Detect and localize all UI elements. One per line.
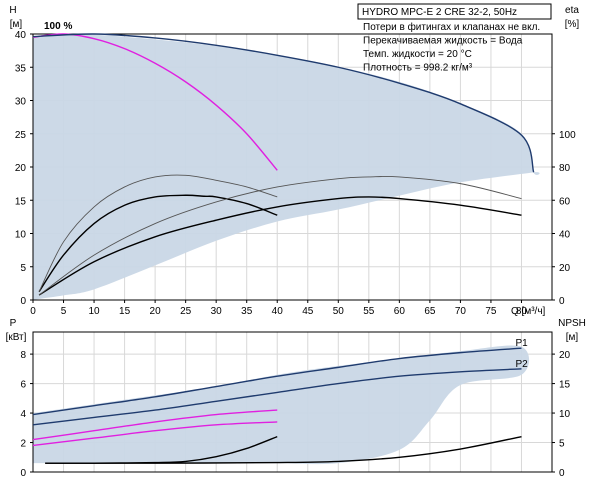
x-tick-label: 75 xyxy=(485,306,497,317)
y-left-tick-label: 30 xyxy=(15,97,27,108)
x-tick-label: 15 xyxy=(119,306,131,317)
x-tick-label: 45 xyxy=(302,306,314,317)
series-line-4 xyxy=(32,421,278,447)
x-tick-label: 55 xyxy=(363,306,375,317)
y-right-axis-name: eta xyxy=(565,5,579,16)
y-right-tick-label: 60 xyxy=(559,196,571,207)
y-left-tick-label: 15 xyxy=(15,196,27,207)
series-line-2 xyxy=(32,33,535,173)
y-left-tick-label: 40 xyxy=(15,30,27,41)
y-right-tick-label: 40 xyxy=(559,230,571,241)
y-left-tick-label: 6 xyxy=(20,380,26,391)
y-left-axis-name: P xyxy=(10,318,17,329)
series-line-6 xyxy=(38,175,522,296)
title-box xyxy=(357,3,552,20)
y-right-axis-unit: [м] xyxy=(566,332,579,343)
duty-point-label: 100 % xyxy=(44,21,72,32)
y-right-axis-unit: [%] xyxy=(565,19,580,30)
series-label-p1: P1 xyxy=(515,338,528,349)
x-tick-label: 65 xyxy=(424,306,436,317)
operating-range-area xyxy=(33,33,540,300)
x-tick-label: 5 xyxy=(61,306,67,317)
x-tick-label: 10 xyxy=(88,306,100,317)
plot-frame xyxy=(32,331,553,473)
chart-title: HYDRO MPC-E 2 CRE 32-2, 50Hz xyxy=(362,7,517,18)
y-left-axis-unit: [кВт] xyxy=(6,332,27,343)
y-right-tick-label: 15 xyxy=(559,380,571,391)
operating-range-area xyxy=(33,345,530,465)
y-left-tick-label: 20 xyxy=(15,163,27,174)
y-left-tick-label: 5 xyxy=(20,263,26,274)
y-left-tick-label: 25 xyxy=(15,130,27,141)
y-left-tick-label: 0 xyxy=(20,468,26,479)
lower-chart-panel: P1 P2 0 2 4 6 8 0 5 10 15 20 P [кВт] NPSH [м] xyxy=(6,318,586,479)
y-left-tick-label: 2 xyxy=(20,439,26,450)
y-right-tick-label: 80 xyxy=(559,163,571,174)
x-tick-label: 25 xyxy=(180,306,192,317)
x-tick-label: 35 xyxy=(241,306,253,317)
chart-note: Перекачиваемая жидкость = Вода xyxy=(363,36,523,47)
series-line-3 xyxy=(38,194,278,293)
y-right-tick-label: 10 xyxy=(559,409,571,420)
x-tick-label: 80 xyxy=(516,306,528,317)
y-right-axis-name: NPSH xyxy=(558,318,586,329)
upper-chart-panel: 0 5 10 15 20 25 30 35 40 0 20 40 60 80 100 H [м] eta [%] 0 5… xyxy=(9,3,580,317)
x-tick-label: 20 xyxy=(150,306,162,317)
y-left-tick-label: 10 xyxy=(15,230,27,241)
x-tick-label: 70 xyxy=(455,306,467,317)
x-tick-label: 30 xyxy=(211,306,223,317)
y-right-tick-label: 5 xyxy=(559,439,565,450)
y-left-tick-label: 4 xyxy=(20,409,26,420)
y-right-tick-label: 20 xyxy=(559,350,571,361)
y-left-tick-label: 8 xyxy=(20,350,26,361)
series-line-3 xyxy=(32,409,278,441)
x-tick-label: 50 xyxy=(333,306,345,317)
x-tick-label: 0 xyxy=(30,306,36,317)
y-right-tick-label: 0 xyxy=(559,296,565,307)
series-line-1 xyxy=(32,347,522,416)
chart-note: Плотность = 998.2 кг/м³ xyxy=(363,63,473,74)
series-line-4 xyxy=(38,174,278,292)
y-left-axis-name: H xyxy=(9,5,16,16)
y-right-tick-label: 0 xyxy=(559,468,565,479)
series-label-p2: P2 xyxy=(515,359,528,370)
y-left-axis-unit: [м] xyxy=(10,19,23,30)
x-tick-label: 60 xyxy=(394,306,406,317)
x-tick-label: 40 xyxy=(272,306,284,317)
y-left-tick-label: 35 xyxy=(15,63,27,74)
y-right-tick-label: 100 xyxy=(559,130,576,141)
chart-note: Темп. жидкости = 20 °C xyxy=(363,49,472,60)
y-right-tick-label: 20 xyxy=(559,263,571,274)
series-line-5 xyxy=(38,196,522,296)
x-axis-label: Q [м³/ч] xyxy=(511,306,546,317)
series-line-6 xyxy=(45,435,522,464)
y-left-tick-label: 0 xyxy=(20,296,26,307)
chart-note: Потери в фитингах и клапанах не вкл. xyxy=(363,21,540,33)
series-line-2 xyxy=(32,368,522,426)
